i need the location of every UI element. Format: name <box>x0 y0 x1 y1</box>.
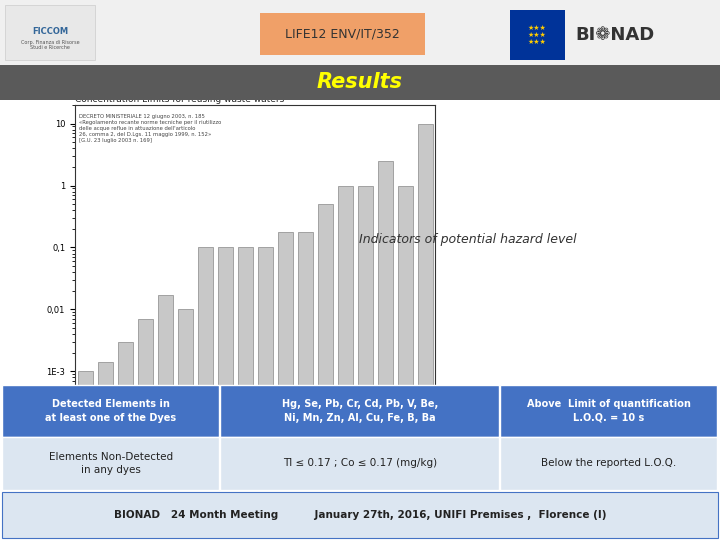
Text: Below the reported L.O.Q.: Below the reported L.O.Q. <box>541 458 677 469</box>
Bar <box>138 319 153 540</box>
Text: DECRETO MINISTERIALE 12 giugno 2003, n. 185
«Regolamento recante norme tecniche : DECRETO MINISTERIALE 12 giugno 2003, n. … <box>78 113 221 143</box>
Bar <box>338 186 353 540</box>
Bar <box>358 186 372 540</box>
Text: Detected Elements in
at least one of the Dyes: Detected Elements in at least one of the… <box>45 400 176 423</box>
Text: BIONAD   24 Month Meeting          January 27th, 2016, UNIFI Premises ,  Florenc: BIONAD 24 Month Meeting January 27th, 20… <box>114 510 606 520</box>
Text: Elements Non-Detected
in any dyes: Elements Non-Detected in any dyes <box>49 452 173 475</box>
X-axis label: Metal: Metal <box>241 412 269 422</box>
Bar <box>238 247 253 540</box>
Text: Above  Limit of quantification
L.O.Q. = 10 s: Above Limit of quantification L.O.Q. = 1… <box>527 400 691 423</box>
Bar <box>217 247 233 540</box>
Text: ★★★
★★★
★★★: ★★★ ★★★ ★★★ <box>528 25 546 45</box>
Bar <box>197 247 212 540</box>
Text: Results: Results <box>317 72 403 92</box>
Text: FICCOM: FICCOM <box>32 28 68 37</box>
Text: LIFE12 ENV/IT/352: LIFE12 ENV/IT/352 <box>285 28 400 40</box>
Text: BI❁NAD: BI❁NAD <box>575 26 654 44</box>
Bar <box>117 342 132 540</box>
Bar <box>258 247 272 540</box>
Text: Concentration Limits for reusing waste waters: Concentration Limits for reusing waste w… <box>75 95 284 104</box>
Bar <box>178 309 192 540</box>
Bar <box>78 372 92 540</box>
Bar <box>397 186 413 540</box>
Text: Tl ≤ 0.17 ; Co ≤ 0.17 (mg/kg): Tl ≤ 0.17 ; Co ≤ 0.17 (mg/kg) <box>283 458 437 469</box>
Bar <box>277 232 292 540</box>
Bar <box>97 362 112 540</box>
Text: Hg, Se, Pb, Cr, Cd, Pb, V, Be,
Ni, Mn, Zn, Al, Cu, Fe, B, Ba: Hg, Se, Pb, Cr, Cd, Pb, V, Be, Ni, Mn, Z… <box>282 400 438 423</box>
Bar <box>297 232 312 540</box>
Text: Indicators of potential hazard level: Indicators of potential hazard level <box>359 233 577 246</box>
Text: Corp. Finanza di Risorse
Studi e Ricerche: Corp. Finanza di Risorse Studi e Ricerch… <box>21 39 79 50</box>
Bar <box>377 161 392 540</box>
Bar <box>318 204 333 540</box>
Bar <box>158 295 173 540</box>
Bar <box>418 124 433 540</box>
